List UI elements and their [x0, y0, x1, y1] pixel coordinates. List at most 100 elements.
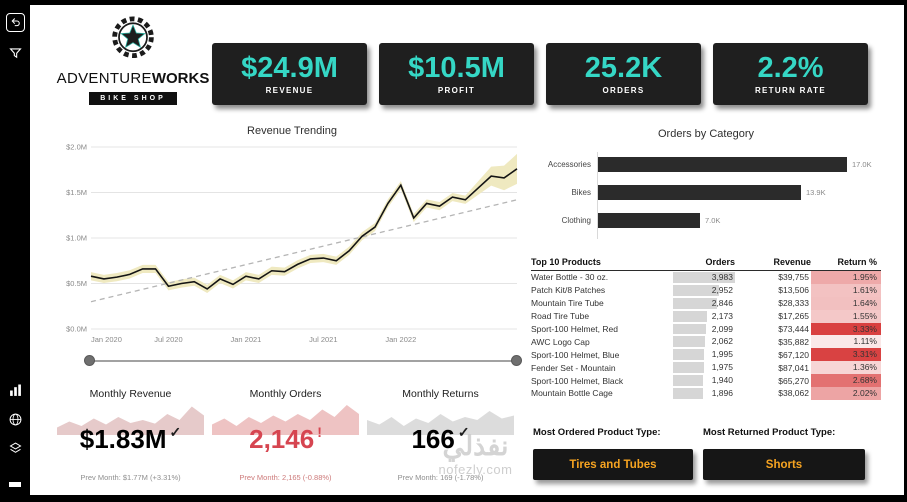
monthly-returns-prev: Prev Month: 169 (-1.78%) [397, 473, 484, 482]
filter-icon[interactable] [6, 44, 24, 62]
monthly-orders-status-icon: ! [317, 424, 322, 440]
product-name: Road Tire Tube [531, 311, 590, 322]
table-header-0: Top 10 Products [531, 257, 601, 267]
product-return-pct: 3.31% [811, 348, 881, 362]
category-label: Clothing [561, 216, 591, 225]
monthly-revenue-prev: Prev Month: $1.77M (+3.31%) [80, 473, 181, 482]
category-label: Accessories [547, 160, 591, 169]
product-row[interactable]: Mountain Tire Tube 2,846 $28,333 1.64% [531, 296, 881, 310]
slider-track[interactable] [88, 360, 518, 362]
product-revenue: $13,506 [778, 285, 809, 296]
product-return-pct: 1.95% [811, 271, 881, 284]
product-row[interactable]: Sport-100 Helmet, Black 1,940 $65,270 2.68% [531, 374, 881, 388]
product-return-pct: 1.61% [811, 283, 881, 297]
category-bar[interactable] [597, 157, 847, 172]
revenue-trending-chart[interactable]: $0.0M $0.5M $1.0M $1.5M $2.0M Jan 2020 Jul 202… [57, 139, 527, 351]
orders-by-category-title: Orders by Category [658, 128, 754, 140]
table-header-row: Top 10 Products Orders Revenue Return % [531, 257, 881, 271]
monthly-returns-status-icon: ✓ [457, 424, 470, 440]
kpi-orders-label: ORDERS [602, 86, 645, 95]
table-header-3: Return % [837, 257, 877, 267]
product-name: Sport-100 Helmet, Black [531, 375, 624, 386]
product-row[interactable]: Road Tire Tube 2,173 $17,265 1.55% [531, 309, 881, 323]
product-row[interactable]: Water Bottle - 30 oz. 3,983 $39,755 1.95% [531, 271, 881, 284]
table-body: Water Bottle - 30 oz. 3,983 $39,755 1.95% Pa… [531, 271, 881, 400]
top-products-table: Top 10 Products Orders Revenue Return % Wat… [531, 257, 881, 409]
svg-text:$0.5M: $0.5M [66, 279, 87, 288]
monthly-revenue-title: Monthly Revenue [89, 388, 172, 400]
bar-chart-icon[interactable] [6, 381, 24, 399]
kpi-revenue-label: REVENUE [265, 86, 314, 95]
back-arrow-icon [11, 18, 20, 27]
brand-name-light: ADVENTURE [56, 70, 152, 87]
monthly-revenue-sparkline [57, 406, 204, 435]
product-return-pct: 1.64% [811, 296, 881, 310]
kpi-orders-value: 25.2K [584, 52, 663, 84]
brand-name: ADVENTUREWORKS [48, 70, 218, 87]
category-row-clothing: Clothing 7.0K [531, 213, 881, 228]
product-row[interactable]: Mountain Bottle Cage 1,896 $38,062 2.02% [531, 387, 881, 400]
svg-text:$2.0M: $2.0M [66, 143, 87, 152]
category-label: Bikes [571, 188, 591, 197]
most-ordered-button[interactable]: Tires and Tubes [533, 449, 693, 480]
product-orders: 1,975 [673, 361, 735, 374]
globe-icon[interactable] [6, 410, 24, 428]
category-value-label: 13.9K [806, 188, 826, 197]
svg-text:$1.0M: $1.0M [66, 234, 87, 243]
slider-handle-right[interactable] [511, 355, 522, 366]
kpi-card-revenue: $24.9M REVENUE [212, 43, 367, 105]
most-ordered-label: Most Ordered Product Type: [533, 427, 661, 438]
svg-text:$1.5M: $1.5M [66, 188, 87, 197]
layers-icon[interactable] [6, 439, 24, 457]
product-orders: 2,846 [673, 297, 735, 310]
product-row[interactable]: Fender Set - Mountain 1,975 $87,041 1.36% [531, 361, 881, 375]
category-bar[interactable] [597, 185, 801, 200]
product-return-pct: 1.36% [811, 361, 881, 375]
product-row[interactable]: Patch Kit/8 Patches 2,952 $13,506 1.61% [531, 283, 881, 297]
product-orders: 2,099 [673, 323, 735, 336]
sidebar [0, 5, 30, 495]
monthly-orders-prev: Prev Month: 2,165 (-0.88%) [239, 473, 332, 482]
date-range-slider[interactable] [84, 355, 522, 367]
revenue-trending-title: Revenue Trending [247, 125, 337, 137]
category-row-bikes: Bikes 13.9K [531, 185, 881, 200]
kpi-card-profit: $10.5M PROFIT [379, 43, 534, 105]
product-revenue: $28,333 [778, 298, 809, 309]
monthly-orders-card: Monthly Orders 2,146! Prev Month: 2,165 … [212, 388, 359, 490]
svg-text:Jul 2021: Jul 2021 [309, 335, 337, 344]
category-value-label: 17.0K [852, 160, 872, 169]
monthly-returns-value: 166 [411, 424, 455, 454]
monthly-returns-card: Monthly Returns 166 ✓ Prev Month: 169 (-1… [367, 388, 514, 490]
category-bar[interactable] [597, 213, 700, 228]
kpi-return-rate-label: RETURN RATE [754, 86, 827, 95]
most-returned-button[interactable]: Shorts [703, 449, 865, 480]
product-revenue: $17,265 [778, 311, 809, 322]
category-row-accessories: Accessories 17.0K [531, 157, 881, 172]
product-row[interactable]: Sport-100 Helmet, Blue 1,995 $67,120 3.31% [531, 348, 881, 362]
product-revenue: $38,062 [778, 388, 809, 399]
product-return-pct: 2.68% [811, 374, 881, 388]
slider-handle-left[interactable] [84, 355, 95, 366]
kpi-return-rate-value: 2.2% [757, 52, 824, 84]
product-orders: 2,952 [673, 284, 735, 297]
kpi-card-orders: 25.2K ORDERS [546, 43, 701, 105]
back-button[interactable] [5, 13, 25, 32]
revenue-trending-panel: Revenue Trending $0.0M $0.5M $1.0M $1.5M $2.… [57, 125, 527, 381]
monthly-revenue-card: Monthly Revenue $1.83M ✓ Prev Month: $1.7… [57, 388, 204, 490]
monthly-returns-title: Monthly Returns [402, 388, 479, 400]
product-name: AWC Logo Cap [531, 336, 590, 347]
product-return-pct: 1.11% [811, 335, 881, 349]
brand-logo: ADVENTUREWORKS BIKE SHOP [48, 11, 218, 105]
product-row[interactable]: AWC Logo Cap 2,062 $35,882 1.11% [531, 335, 881, 349]
kpi-card-return-rate: 2.2% RETURN RATE [713, 43, 868, 105]
product-return-pct: 1.55% [811, 309, 881, 323]
product-row[interactable]: Sport-100 Helmet, Red 2,099 $73,444 3.33% [531, 322, 881, 336]
product-revenue: $65,270 [778, 375, 809, 386]
product-orders: 2,173 [673, 310, 735, 323]
product-orders: 1,940 [673, 374, 735, 387]
product-name: Patch Kit/8 Patches [531, 285, 606, 296]
svg-text:Jul 2020: Jul 2020 [154, 335, 182, 344]
monthly-returns-sparkline [367, 411, 514, 435]
svg-text:Jan 2020: Jan 2020 [91, 335, 122, 344]
gear-logo-icon [112, 16, 154, 59]
